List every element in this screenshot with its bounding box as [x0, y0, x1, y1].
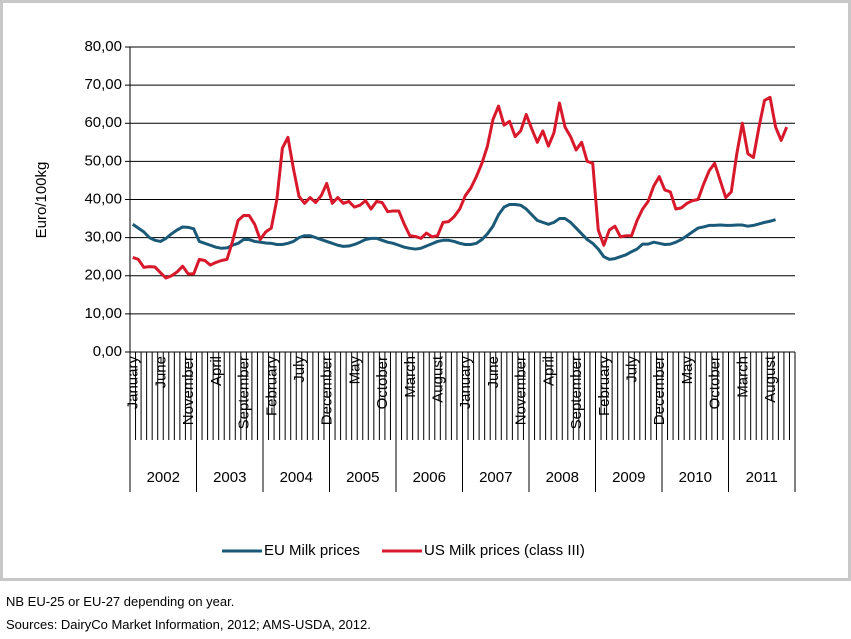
x-tick-label: December — [651, 356, 668, 425]
year-label: 2010 — [679, 469, 712, 486]
x-tick-label: April — [208, 356, 225, 386]
year-label: 2006 — [413, 469, 446, 486]
x-tick-label: September — [236, 356, 253, 429]
y-tick-label: 70,00 — [84, 76, 122, 93]
y-axis-label: Euro/100kg — [33, 162, 50, 239]
x-tick-label: November — [180, 356, 197, 425]
year-label: 2011 — [746, 469, 778, 486]
x-tick-label: February — [263, 356, 280, 417]
x-tick-label: June — [152, 356, 169, 389]
x-tick-label: October — [374, 356, 391, 409]
x-tick-label: January — [125, 356, 142, 410]
x-tick-label: July — [291, 356, 308, 383]
x-tick-label: May — [346, 356, 363, 385]
x-tick-label: June — [485, 356, 502, 389]
x-tick-label: July — [623, 356, 640, 383]
footnote: Sources: DairyCo Market Information, 201… — [6, 617, 371, 632]
data-line — [132, 95, 789, 280]
year-label: 2004 — [280, 469, 313, 486]
x-tick-label: August — [430, 355, 447, 403]
data-line — [131, 202, 776, 261]
y-tick-label: 20,00 — [84, 267, 122, 284]
y-tick-label: 50,00 — [84, 152, 122, 169]
y-tick-label: 0,00 — [93, 343, 122, 360]
footnote: NB EU-25 or EU-27 depending on year. — [6, 594, 235, 609]
year-label: 2002 — [147, 469, 180, 486]
x-tick-label: October — [707, 356, 724, 409]
year-label: 2009 — [612, 469, 645, 486]
y-tick-label: 40,00 — [84, 190, 122, 207]
x-tick-label: February — [596, 356, 613, 417]
y-tick-label: 60,00 — [84, 114, 122, 131]
x-tick-label: September — [568, 356, 585, 429]
chart: Euro/100kg 0,00 10,00 20,00 30,00 40,00 50,00… — [33, 38, 796, 559]
chart-frame — [0, 0, 851, 581]
year-label: 2005 — [346, 469, 379, 486]
y-tick-label: 10,00 — [84, 305, 122, 322]
x-tick-label: March — [734, 356, 751, 398]
year-label: 2007 — [479, 469, 512, 486]
x-tick-label: August — [762, 355, 779, 403]
year-label: 2008 — [546, 469, 579, 486]
legend-label: EU Milk prices — [264, 542, 360, 559]
x-tick-label: November — [513, 356, 530, 425]
x-tick-label: January — [457, 356, 474, 410]
x-tick-label: December — [319, 356, 336, 425]
x-tick-label: April — [540, 356, 557, 386]
x-tick-label: May — [679, 356, 696, 385]
x-tick-label: March — [402, 356, 419, 398]
year-label: 2003 — [213, 469, 246, 486]
legend-label: US Milk prices (class III) — [424, 542, 585, 559]
y-tick-label: 30,00 — [84, 229, 122, 246]
y-tick-label: 80,00 — [84, 38, 122, 55]
